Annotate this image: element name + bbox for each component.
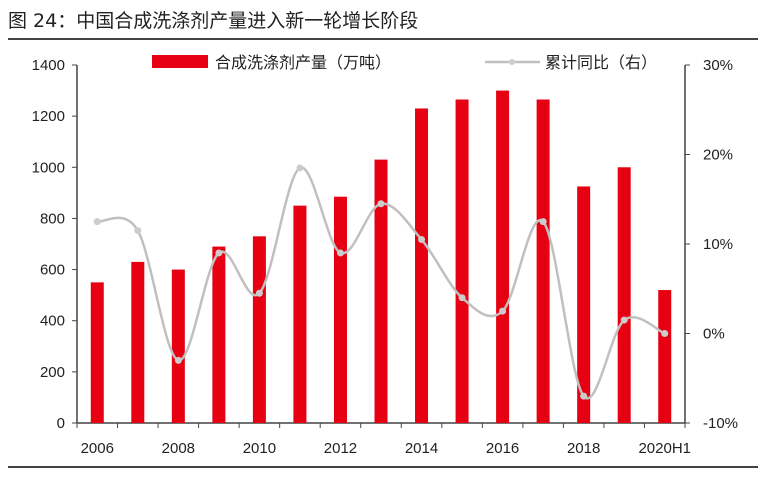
x-tick-label: 2018 bbox=[567, 440, 600, 457]
yoy-point-2006 bbox=[93, 218, 101, 226]
yoy-point-2018 bbox=[580, 392, 588, 400]
yoy-point-2016 bbox=[499, 307, 507, 315]
bar-2011 bbox=[293, 205, 307, 423]
x-tick-label: 2010 bbox=[243, 440, 276, 457]
x-tick-label: 2006 bbox=[81, 440, 114, 457]
y2-tick-label: 10% bbox=[703, 236, 733, 253]
bar-2012 bbox=[333, 196, 347, 423]
bar-2016 bbox=[496, 90, 510, 424]
bar-2013 bbox=[374, 159, 388, 423]
yoy-point-2013 bbox=[377, 200, 385, 208]
bar-2018 bbox=[577, 186, 591, 423]
yoy-point-2010 bbox=[255, 289, 263, 297]
yoy-point-2017 bbox=[539, 218, 547, 226]
bar-2009 bbox=[212, 246, 226, 423]
yoy-point-2012 bbox=[336, 249, 344, 257]
y2-tick-label: 30% bbox=[703, 57, 733, 74]
yoy-point-2008 bbox=[174, 356, 182, 364]
yoy-line bbox=[97, 166, 666, 400]
bar-2007 bbox=[131, 261, 145, 423]
legend-bar-swatch bbox=[152, 55, 208, 68]
y2-tick-label: 20% bbox=[703, 147, 733, 164]
bar-2015 bbox=[455, 99, 469, 424]
x-tick-label: 2014 bbox=[405, 440, 438, 457]
yoy-point-2019 bbox=[620, 316, 628, 324]
y2-tick-label: -10% bbox=[703, 415, 738, 432]
y2-tick-label: 0% bbox=[703, 326, 725, 343]
y-tick-label: 600 bbox=[40, 262, 65, 279]
y-tick-label: 0 bbox=[57, 415, 65, 432]
bar-2010 bbox=[252, 236, 266, 423]
chart-title: 图 24：中国合成洗涤剂产量进入新一轮增长阶段 bbox=[8, 10, 419, 32]
bar-2008 bbox=[171, 269, 185, 423]
y-tick-label: 200 bbox=[40, 364, 65, 381]
title-divider bbox=[8, 38, 758, 40]
y-tick-label: 400 bbox=[40, 313, 65, 330]
bar-2020H1 bbox=[658, 290, 672, 423]
bar-2014 bbox=[415, 108, 429, 423]
yoy-point-2014 bbox=[418, 236, 426, 244]
legend-line-marker bbox=[509, 59, 515, 65]
y-tick-label: 800 bbox=[40, 210, 65, 227]
y-tick-label: 1000 bbox=[32, 159, 65, 176]
bar-2006 bbox=[90, 282, 104, 423]
yoy-point-2015 bbox=[458, 294, 466, 302]
x-tick-label: 2012 bbox=[324, 440, 357, 457]
yoy-point-2009 bbox=[215, 249, 223, 257]
yoy-point-2011 bbox=[296, 164, 304, 172]
bar-2017 bbox=[536, 99, 550, 424]
x-tick-label: 2020H1 bbox=[638, 440, 691, 457]
legend-line-label: 累计同比（右） bbox=[545, 53, 657, 72]
yoy-point-2020H1 bbox=[661, 330, 669, 337]
bar-2019 bbox=[617, 167, 631, 423]
y-tick-label: 1200 bbox=[32, 108, 65, 125]
y-tick-label: 1400 bbox=[32, 57, 65, 74]
x-tick-label: 2008 bbox=[162, 440, 195, 457]
bottom-divider bbox=[8, 466, 758, 468]
yoy-point-2007 bbox=[134, 227, 142, 235]
x-tick-label: 2016 bbox=[486, 440, 519, 457]
legend-bar-label: 合成洗涤剂产量（万吨） bbox=[215, 53, 391, 72]
